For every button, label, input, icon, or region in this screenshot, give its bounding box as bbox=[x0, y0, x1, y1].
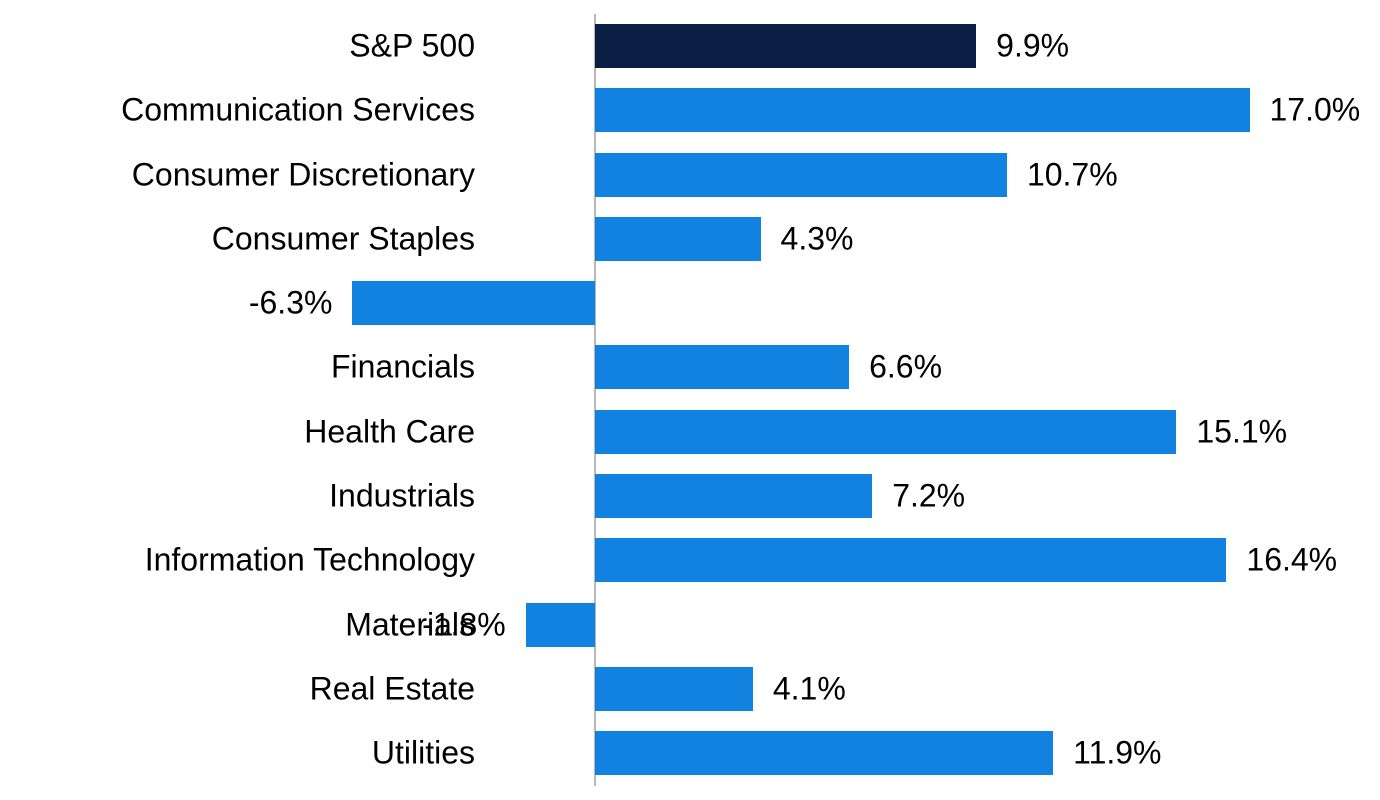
bar bbox=[595, 667, 753, 711]
value-label: 15.1% bbox=[1196, 413, 1287, 450]
category-label: Health Care bbox=[0, 413, 475, 450]
bar bbox=[595, 731, 1053, 775]
value-label: 16.4% bbox=[1246, 542, 1337, 579]
value-label: -1.8% bbox=[0, 606, 506, 643]
bar bbox=[595, 24, 976, 68]
bar bbox=[595, 474, 872, 518]
value-label: 4.1% bbox=[773, 670, 846, 707]
category-label: Consumer Staples bbox=[0, 220, 475, 257]
chart-row: Energy-6.3% bbox=[0, 271, 1380, 335]
chart-row: S&P 500 9.9% bbox=[0, 14, 1380, 78]
chart-row: Consumer Discretionary 10.7% bbox=[0, 142, 1380, 206]
bar bbox=[595, 410, 1176, 454]
category-label: Consumer Discretionary bbox=[0, 156, 475, 193]
chart-row: Health Care 15.1% bbox=[0, 400, 1380, 464]
category-label: Utilities bbox=[0, 735, 475, 772]
chart-row: Materials-1.8% bbox=[0, 593, 1380, 657]
sector-returns-bar-chart: S&P 5009.9%Communication Services17.0%Co… bbox=[0, 0, 1380, 800]
bar bbox=[595, 217, 761, 261]
category-label: S&P 500 bbox=[0, 27, 475, 64]
value-label: 11.9% bbox=[1073, 735, 1161, 772]
category-label: Financials bbox=[0, 349, 475, 386]
chart-row: Real Estate 4.1% bbox=[0, 657, 1380, 721]
category-label: Communication Services bbox=[0, 92, 475, 129]
chart-row: Utilities 11.9% bbox=[0, 721, 1380, 785]
chart-row: Consumer Staples 4.3% bbox=[0, 207, 1380, 271]
value-label: 9.9% bbox=[996, 27, 1069, 64]
chart-row: Financials 6.6% bbox=[0, 335, 1380, 399]
category-label: Information Technology bbox=[0, 542, 475, 579]
chart-row: Communication Services 17.0% bbox=[0, 78, 1380, 142]
category-label: Real Estate bbox=[0, 670, 475, 707]
value-label: 10.7% bbox=[1027, 156, 1118, 193]
value-label: 6.6% bbox=[869, 349, 942, 386]
chart-row: Information Technology 16.4% bbox=[0, 528, 1380, 592]
bar bbox=[595, 538, 1226, 582]
value-label: 17.0% bbox=[1270, 92, 1361, 129]
category-label: Industrials bbox=[0, 478, 475, 515]
bar bbox=[526, 603, 595, 647]
bar bbox=[595, 88, 1250, 132]
value-label: -6.3% bbox=[0, 285, 332, 322]
bar bbox=[595, 345, 849, 389]
chart-row: Industrials 7.2% bbox=[0, 464, 1380, 528]
value-label: 4.3% bbox=[781, 220, 854, 257]
value-label: 7.2% bbox=[892, 478, 965, 515]
bar bbox=[352, 281, 595, 325]
bar bbox=[595, 153, 1007, 197]
